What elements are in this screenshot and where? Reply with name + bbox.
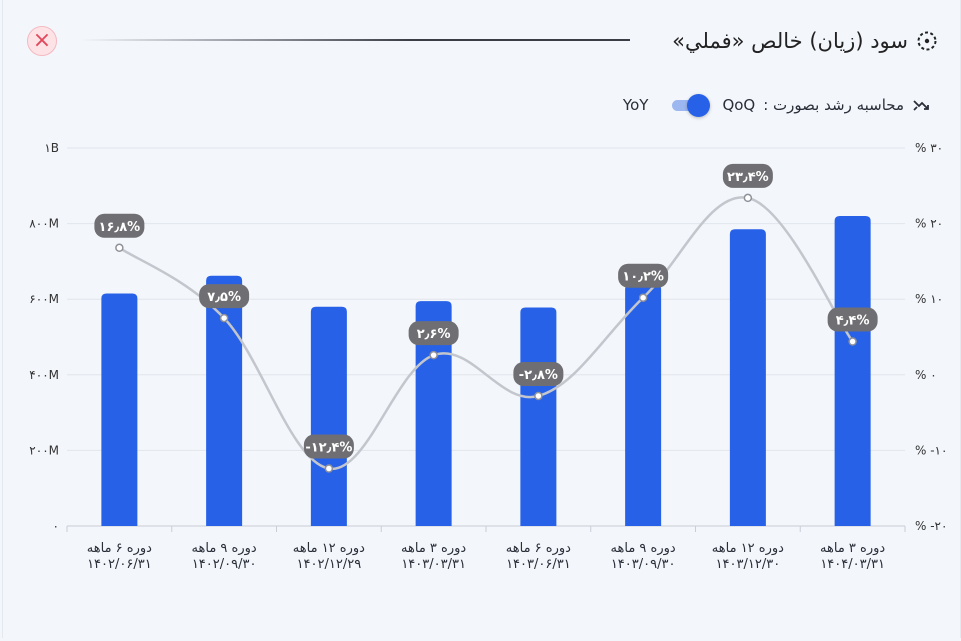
x-category-date: ۱۴۰۲/۰۶/۳۱ (87, 557, 152, 572)
growth-label-bg (513, 361, 564, 386)
bar (415, 301, 452, 526)
growth-label: ۱۰٫۲% (622, 270, 664, 285)
growth-label-bg (827, 307, 878, 332)
y-tick-label: ۰ (53, 519, 59, 533)
y2-tick-label: % ۱۰ (915, 292, 943, 306)
page-title: سود (زیان) خالص «فملي» (672, 29, 908, 53)
y-tick-label: ۸۰۰M (29, 217, 59, 231)
growth-point (534, 391, 543, 401)
x-category-label: دوره ۹ ماهه (611, 541, 676, 556)
y-tick-label: ۱B (44, 141, 59, 155)
growth-label-bg (303, 434, 354, 459)
card-header: سود (زیان) خالص «فملي» × (3, 24, 960, 58)
growth-line (118, 196, 854, 470)
growth-label: -۲٫۸% (519, 368, 558, 383)
bar (834, 216, 871, 526)
growth-label-bg (199, 284, 250, 309)
y-tick-label: ۴۰۰M (29, 368, 59, 382)
bar (206, 275, 243, 526)
x-category-date: ۱۴۰۳/۰۹/۳۰ (611, 557, 676, 572)
x-category-label: دوره ۳ ماهه (401, 541, 466, 556)
growth-label: -۱۲٫۴% (305, 441, 352, 456)
option-qoq[interactable]: QoQ (722, 96, 756, 114)
x-category-date: ۱۴۰۳/۰۶/۳۱ (506, 557, 571, 572)
x-category-date: ۱۴۰۴/۰۳/۳۱ (820, 557, 885, 572)
x-category-label: دوره ۱۲ ماهه (293, 541, 365, 556)
growth-point (115, 243, 124, 253)
growth-point (324, 464, 334, 473)
growth-point (638, 293, 648, 302)
growth-point (219, 313, 229, 323)
growth-label: ۱۶٫۸% (99, 220, 141, 235)
growth-point (848, 337, 857, 346)
x-category-date: ۱۴۰۳/۰۳/۳۱ (401, 557, 466, 572)
x-category-date: ۱۴۰۲/۱۲/۲۹ (297, 557, 362, 572)
toggle-knob[interactable] (687, 94, 711, 117)
growth-mode-toggle[interactable] (670, 94, 711, 117)
y2-tick-label: % -۲۰ (915, 519, 947, 533)
option-yoy[interactable]: YoY (622, 96, 649, 114)
growth-point (743, 193, 753, 203)
bar (310, 306, 347, 526)
x-category-label: دوره ۶ ماهه (506, 541, 571, 556)
growth-label-bg (94, 213, 145, 238)
close-button[interactable]: × (27, 26, 57, 56)
y2-tick-label: % ۲۰ (915, 217, 943, 231)
growth-mode-label: محاسبه رشد بصورت : (763, 96, 904, 114)
bar (729, 229, 766, 526)
growth-point (429, 350, 438, 360)
title-group: سود (زیان) خالص «فملي» (672, 24, 938, 58)
growth-label: ۷٫۵% (207, 290, 241, 305)
trend-arrows-icon (912, 96, 930, 114)
y2-tick-label: % ۳۰ (915, 141, 943, 155)
growth-label: ۴٫۴% (836, 314, 870, 329)
x-category-label: دوره ۶ ماهه (87, 541, 152, 556)
growth-label: ۲٫۶% (417, 327, 451, 342)
y-tick-label: ۶۰۰M (29, 292, 59, 306)
x-category-date: ۱۴۰۲/۰۹/۳۰ (192, 557, 257, 572)
y2-tick-label: % -۱۰ (915, 443, 947, 457)
growth-label-bg (408, 321, 459, 346)
x-category-label: دوره ۳ ماهه (820, 541, 885, 556)
x-category-label: دوره ۱۲ ماهه (712, 541, 784, 556)
net-profit-chart: ۰ % -۲۰ ۲۰۰M % -۱۰ ۴۰۰M % ۰ ۶۰۰M % ۱۰ ۸۰۰M % ۲۰ ۱B… (29, 141, 947, 572)
y-tick-label: ۲۰۰M (29, 443, 59, 457)
bar (625, 284, 662, 526)
x-category-label: دوره ۹ ماهه (192, 541, 257, 556)
growth-label-bg (618, 263, 669, 288)
growth-label-bg (722, 163, 773, 188)
bar (520, 307, 557, 526)
growth-toolbar: محاسبه رشد بصورت : QoQ YoY (623, 92, 930, 118)
dotted-circle-icon (916, 30, 938, 52)
close-icon: × (32, 28, 52, 53)
y2-tick-label: % ۰ (915, 368, 937, 382)
bar (101, 293, 138, 526)
growth-label: ۲۳٫۴% (727, 170, 769, 185)
x-category-date: ۱۴۰۳/۱۲/۳۰ (716, 557, 781, 572)
title-divider (81, 39, 630, 41)
